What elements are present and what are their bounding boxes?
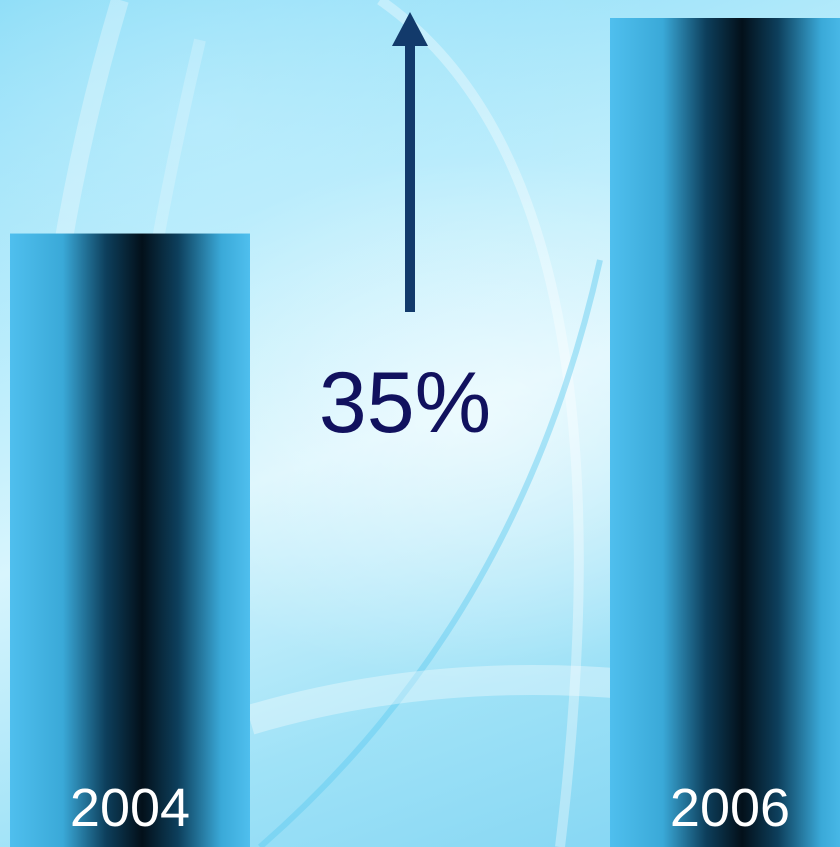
bar-2006 [610,18,840,847]
category-label-2006: 2006 [670,778,790,838]
category-label-2004: 2004 [70,778,190,838]
growth-annotation: 35% [319,355,491,451]
bars-layer: 2004 2006 [10,18,840,847]
bar-2004 [10,233,250,847]
arrow-up-icon [392,12,428,46]
growth-arrow [392,12,428,312]
